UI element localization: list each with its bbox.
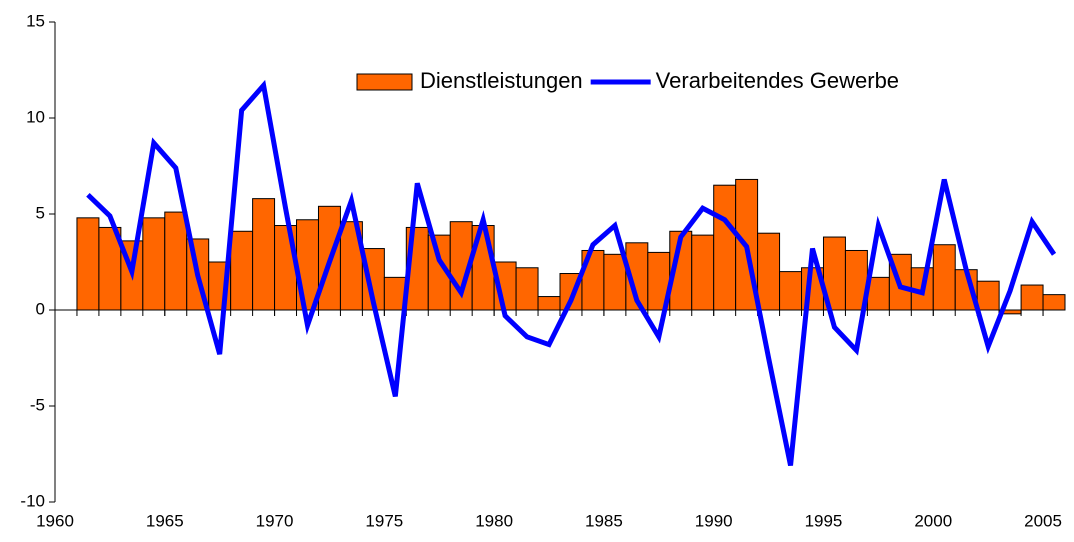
x-tick-label: 1970	[256, 511, 294, 530]
x-tick-label: 2000	[914, 511, 952, 530]
bar	[779, 271, 803, 311]
bar	[537, 296, 561, 311]
bar	[757, 232, 781, 311]
bar	[76, 217, 100, 311]
legend-label: Verarbeitendes Gewerbe	[656, 68, 899, 93]
y-tick-label: -5	[30, 395, 45, 414]
bar	[252, 198, 276, 311]
bar	[976, 280, 1000, 311]
bar	[1020, 284, 1044, 311]
bar	[230, 230, 254, 311]
x-tick-label: 1975	[365, 511, 403, 530]
x-tick-label: 1995	[805, 511, 843, 530]
x-tick-label: 1985	[585, 511, 623, 530]
x-tick-label: 2005	[1024, 511, 1062, 530]
bar	[164, 211, 188, 311]
bar	[932, 244, 956, 311]
x-tick-label: 1965	[146, 511, 184, 530]
bar	[603, 253, 627, 311]
y-tick-label: 10	[26, 107, 45, 126]
x-tick-label: 1960	[36, 511, 74, 530]
bar	[142, 217, 166, 311]
legend-swatch	[356, 73, 413, 91]
bar	[691, 234, 715, 311]
legend-label: Dienstleistungen	[420, 68, 583, 93]
y-tick-label: 15	[26, 11, 45, 30]
x-tick-label: 1980	[475, 511, 513, 530]
bar	[515, 267, 539, 311]
y-tick-label: -10	[20, 491, 45, 510]
bar	[1042, 294, 1066, 311]
bar	[713, 184, 737, 311]
y-tick-label: 0	[36, 299, 45, 318]
line	[86, 79, 1057, 467]
x-tick-label: 1990	[695, 511, 733, 530]
y-tick-label: 5	[36, 203, 45, 222]
